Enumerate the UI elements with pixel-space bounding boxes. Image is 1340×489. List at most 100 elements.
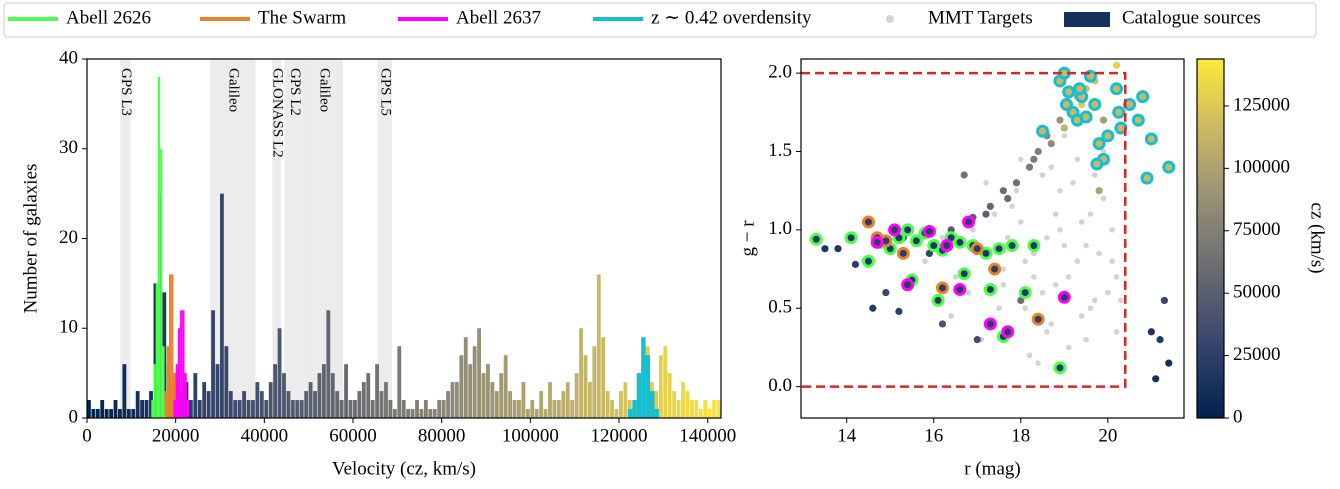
catalogue-point bbox=[1004, 194, 1012, 203]
hist-bar bbox=[282, 373, 286, 418]
hist-bar bbox=[344, 364, 348, 418]
hist-bar bbox=[122, 364, 127, 418]
hist-bar bbox=[184, 373, 187, 418]
hist-bar bbox=[508, 391, 513, 418]
hist-bar bbox=[468, 364, 473, 418]
hist-bar bbox=[162, 346, 165, 418]
y-tick-label: 1.0 bbox=[768, 218, 792, 239]
hist-bar bbox=[317, 373, 322, 418]
hist-bar bbox=[548, 382, 552, 418]
hist-bar bbox=[694, 400, 699, 418]
target-point bbox=[1031, 274, 1037, 280]
x-tick-label: 18 bbox=[1011, 425, 1030, 446]
x-tick-label: 0 bbox=[82, 425, 92, 446]
target-point bbox=[1044, 328, 1050, 335]
hist-bar bbox=[658, 355, 663, 418]
catalogue-point bbox=[1017, 296, 1025, 305]
target-point bbox=[1022, 258, 1028, 265]
target-point bbox=[1000, 281, 1007, 288]
plot-area: GPS L3 Galileo GLONASS L2 GPS L2 Galileo GPS … bbox=[87, 59, 721, 418]
hist-bar bbox=[259, 391, 264, 418]
hist-bar bbox=[517, 400, 521, 418]
member-point bbox=[1079, 110, 1093, 124]
hist-bar bbox=[689, 400, 694, 418]
hist-bar bbox=[361, 382, 366, 418]
hist-bar bbox=[450, 382, 455, 418]
hist-bar bbox=[592, 346, 597, 418]
hist-bar bbox=[211, 310, 215, 418]
hist-bar bbox=[521, 382, 526, 418]
legend-marker bbox=[886, 15, 894, 23]
hist-bar bbox=[131, 409, 136, 418]
target-point bbox=[1061, 133, 1068, 139]
band bbox=[377, 59, 393, 418]
hist-bar bbox=[565, 382, 570, 418]
hist-bar bbox=[313, 391, 317, 418]
hist-bar bbox=[499, 373, 504, 418]
hist-bar bbox=[401, 400, 406, 418]
target-point bbox=[1057, 187, 1063, 194]
hist-bar bbox=[503, 355, 508, 418]
target-point bbox=[983, 180, 989, 186]
target-point bbox=[952, 274, 959, 280]
y-tick-label: 40 bbox=[59, 47, 78, 68]
hist-bar bbox=[379, 391, 384, 418]
member-point bbox=[844, 231, 858, 245]
member-point bbox=[809, 232, 823, 246]
hist-bar bbox=[707, 409, 712, 418]
target-point bbox=[1109, 258, 1115, 265]
target-point bbox=[1035, 360, 1041, 366]
member-point bbox=[940, 239, 954, 253]
hist-bar bbox=[180, 310, 183, 418]
hist-bar bbox=[140, 400, 145, 418]
catalogue-point bbox=[1030, 155, 1038, 163]
hist-bar bbox=[126, 409, 131, 418]
catalogue-point bbox=[1034, 147, 1042, 156]
hist-bar bbox=[486, 364, 490, 418]
x-tick-label: 80000 bbox=[418, 425, 466, 446]
hist-bar bbox=[357, 391, 362, 418]
catalogue-point bbox=[1056, 116, 1064, 124]
target-point bbox=[1061, 242, 1068, 249]
legend-marker bbox=[1064, 12, 1110, 27]
member-point bbox=[953, 235, 967, 249]
band-label: GPS L2 bbox=[287, 68, 303, 116]
member-point bbox=[1136, 90, 1150, 104]
y-axis-title: Number of galaxies bbox=[20, 164, 41, 314]
hist-bar bbox=[610, 400, 614, 418]
hist-bar bbox=[587, 382, 592, 418]
hist-bar bbox=[91, 409, 96, 418]
hist-bar bbox=[410, 409, 415, 418]
member-point bbox=[1057, 290, 1071, 304]
target-point bbox=[1057, 227, 1063, 233]
hist-bar bbox=[463, 337, 468, 418]
x-tick-label: 140000 bbox=[679, 425, 736, 446]
legend-frame bbox=[3, 2, 1317, 38]
hist-bar bbox=[153, 364, 156, 418]
hist-bar bbox=[384, 382, 388, 418]
hist-bar bbox=[392, 409, 397, 418]
hist-bar bbox=[237, 400, 242, 418]
y-tick-label: 0.0 bbox=[768, 375, 792, 396]
catalogue-point bbox=[1165, 359, 1173, 367]
target-point bbox=[1017, 156, 1024, 163]
hist-bar bbox=[202, 382, 207, 418]
member-point bbox=[1112, 105, 1126, 119]
target-point bbox=[1022, 305, 1028, 312]
band-label: Galileo bbox=[316, 68, 332, 112]
target-point bbox=[1044, 234, 1050, 241]
band-label: GPS L5 bbox=[377, 68, 393, 116]
member-point bbox=[909, 234, 923, 248]
hist-bar bbox=[641, 337, 646, 418]
member-point bbox=[1101, 129, 1115, 143]
hist-bar bbox=[415, 400, 419, 418]
hist-bar bbox=[534, 409, 539, 418]
catalogue-point bbox=[982, 210, 990, 218]
hist-bar bbox=[177, 328, 181, 418]
target-point bbox=[1074, 258, 1081, 265]
member-point bbox=[962, 215, 976, 229]
catalogue-point bbox=[1099, 116, 1108, 124]
member-point bbox=[1144, 132, 1158, 146]
hist-bar bbox=[494, 391, 499, 418]
